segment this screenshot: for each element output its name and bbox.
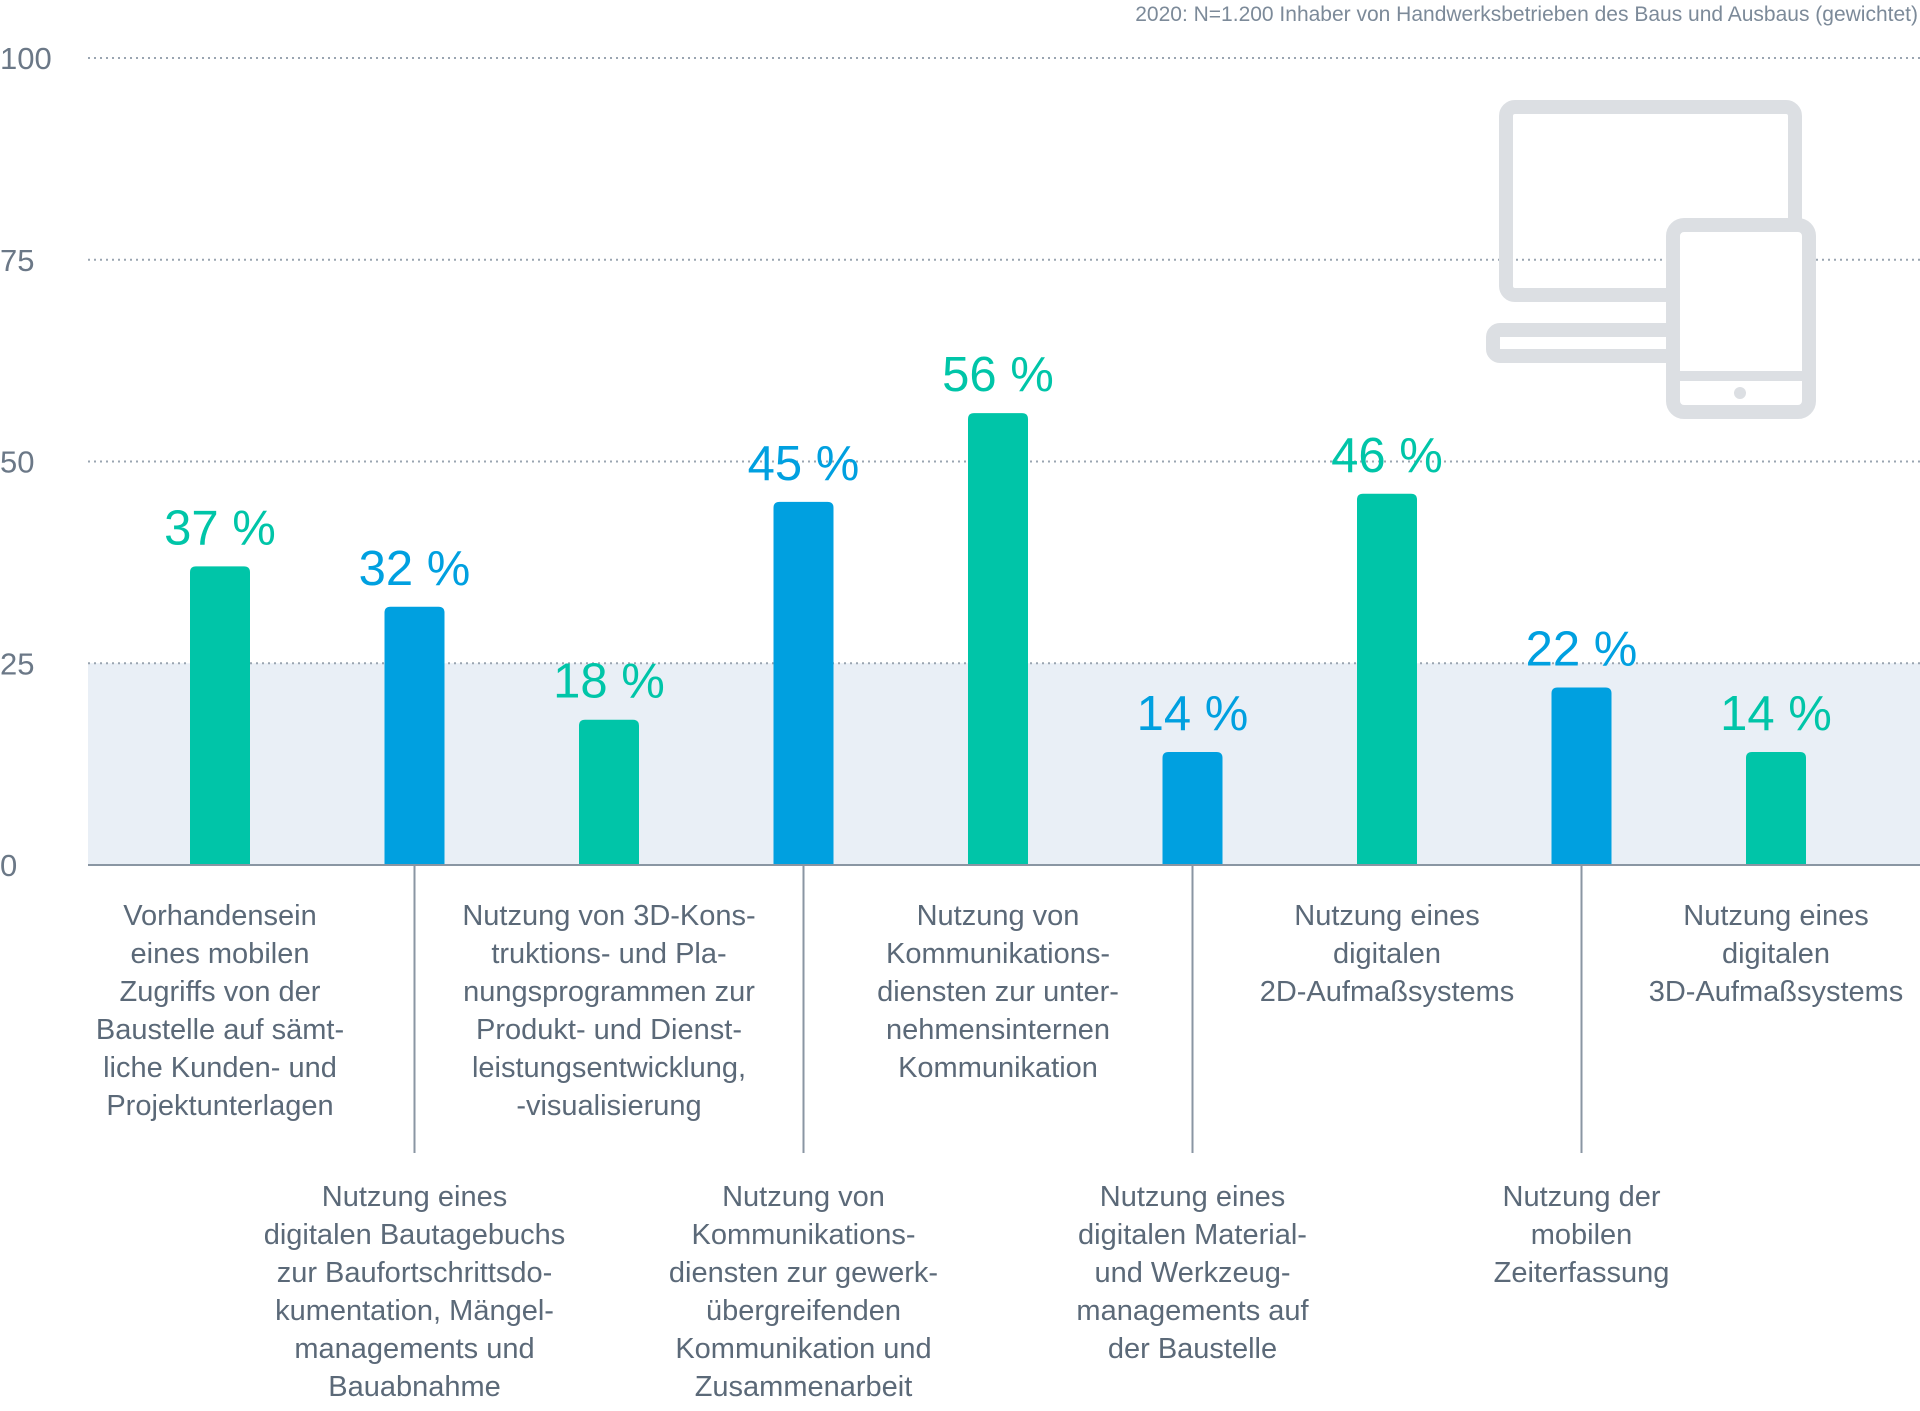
category-label-line: 3D-Aufmaßsystems	[1649, 976, 1904, 1008]
chart-note: 2020: N=1.200 Inhaber von Handwerksbetri…	[1135, 3, 1918, 26]
value-label-2: 32 %	[359, 542, 471, 596]
category-label-7: Nutzung eines digitalen 2D-Aufmaßsystems	[1260, 900, 1515, 1008]
category-label-line: Nutzung von	[917, 900, 1080, 932]
category-label-line: Nutzung von 3D-Kons-	[462, 900, 755, 932]
bar-4	[773, 501, 834, 865]
category-label-line: nungsprogrammen zur	[463, 976, 755, 1008]
bars	[190, 413, 1806, 865]
bar-5	[968, 413, 1028, 865]
category-label-line: leistungsentwicklung,	[472, 1052, 746, 1084]
value-label-4: 45 %	[748, 437, 860, 491]
y-tick-label-50: 50	[0, 445, 34, 480]
category-label-line: zur Baufortschrittsdo-	[277, 1257, 553, 1289]
category-label-6: Nutzung eines digitalen Material-und Werk…	[1076, 1181, 1309, 1365]
category-label-line: Vorhandensein	[123, 900, 317, 932]
bar-7	[1357, 493, 1417, 865]
category-label-line: 2D-Aufmaßsystems	[1260, 976, 1515, 1008]
label-connectors	[413, 865, 1583, 1153]
category-label-line: Zusammenarbeit	[695, 1371, 913, 1403]
category-label-line: Zugriffs von der	[120, 976, 321, 1008]
category-label-line: Nutzung eines	[1100, 1181, 1285, 1213]
category-label-line: digitalen	[1333, 938, 1441, 970]
category-label-line: truktions- und Pla-	[491, 938, 726, 970]
value-label-1: 37 %	[164, 501, 276, 555]
category-label-line: diensten zur unter-	[877, 976, 1119, 1008]
category-label-line: Nutzung eines	[1294, 900, 1479, 932]
category-label-1: Vorhandensein eines mobilen Zugriffs von d…	[96, 900, 344, 1122]
value-label-3: 18 %	[553, 655, 665, 709]
category-label-line: Nutzung eines	[1683, 900, 1868, 932]
bar-3	[579, 719, 639, 865]
value-label-5: 56 %	[942, 348, 1054, 402]
category-label-line: Kommunikations-	[691, 1219, 915, 1251]
category-label-line: Nutzung eines	[322, 1181, 507, 1213]
category-label-line: diensten zur gewerk-	[669, 1257, 938, 1289]
category-label-line: Nutzung der	[1503, 1181, 1661, 1213]
y-tick-label-25: 25	[0, 646, 34, 681]
category-label-line: managements und	[294, 1333, 534, 1365]
y-axis-ticks: 0 25 50 75 100	[0, 41, 52, 883]
bar-8	[1551, 687, 1612, 865]
category-label-line: Kommunikations-	[886, 938, 1110, 970]
category-label-line: Kommunikation und	[675, 1333, 931, 1365]
value-label-9: 14 %	[1720, 687, 1832, 741]
desktop-and-tablet-icon	[1486, 100, 1816, 419]
bar-1	[190, 566, 250, 865]
category-label-8: Nutzung der mobilen Zeiterfassung	[1494, 1181, 1670, 1289]
bar-2	[384, 606, 445, 865]
category-label-line: Zeiterfassung	[1494, 1257, 1670, 1289]
category-label-line: managements auf	[1076, 1295, 1309, 1327]
category-label-line: Projektunterlagen	[106, 1090, 333, 1122]
category-label-line: kumentation, Mängel-	[275, 1295, 554, 1327]
bar-9	[1746, 752, 1806, 865]
category-label-4: Nutzung von Kommunikations-diensten zur g…	[669, 1181, 938, 1403]
category-label-2: Nutzung eines digitalen Bautagebuchs zur B…	[264, 1181, 566, 1403]
category-label-line: der Baustelle	[1108, 1333, 1277, 1365]
value-label-6: 14 %	[1137, 687, 1249, 741]
category-label-line: digitalen Bautagebuchs	[264, 1219, 566, 1251]
category-label-9: Nutzung eines digitalen 3D-Aufmaßsystems	[1649, 900, 1904, 1008]
category-label-line: Bauabnahme	[328, 1371, 501, 1403]
category-label-line: nehmensinternen	[886, 1014, 1110, 1046]
category-label-line: digitalen Material-	[1078, 1219, 1307, 1251]
category-label-line: -visualisierung	[516, 1090, 701, 1122]
value-label-7: 46 %	[1331, 429, 1443, 483]
category-label-line: mobilen	[1531, 1219, 1633, 1251]
bar-6	[1162, 752, 1223, 865]
y-tick-label-0: 0	[0, 848, 17, 883]
category-labels: Vorhandensein eines mobilen Zugriffs von d…	[96, 900, 1903, 1403]
category-label-5: Nutzung von Kommunikations-diensten zur u…	[877, 900, 1119, 1084]
category-label-line: liche Kunden- und	[103, 1052, 337, 1084]
category-label-line: Nutzung von	[722, 1181, 885, 1213]
value-labels: 37 % 32 % 18 % 45 % 56 % 14 % 46 % 22 % 14 %	[164, 348, 1832, 741]
category-label-line: übergreifenden	[706, 1295, 901, 1327]
category-label-line: Baustelle auf sämt-	[96, 1014, 344, 1046]
y-tick-label-75: 75	[0, 243, 34, 278]
category-label-line: und Werkzeug-	[1094, 1257, 1290, 1289]
category-label-line: eines mobilen	[131, 938, 310, 970]
category-label-line: Produkt- und Dienst-	[476, 1014, 742, 1046]
y-tick-label-100: 100	[0, 41, 52, 76]
category-label-line: digitalen	[1722, 938, 1830, 970]
category-label-3: Nutzung von 3D-Kons-truktions- und Pla-n…	[462, 900, 755, 1122]
category-label-line: Kommunikation	[898, 1052, 1098, 1084]
value-label-8: 22 %	[1526, 622, 1638, 676]
